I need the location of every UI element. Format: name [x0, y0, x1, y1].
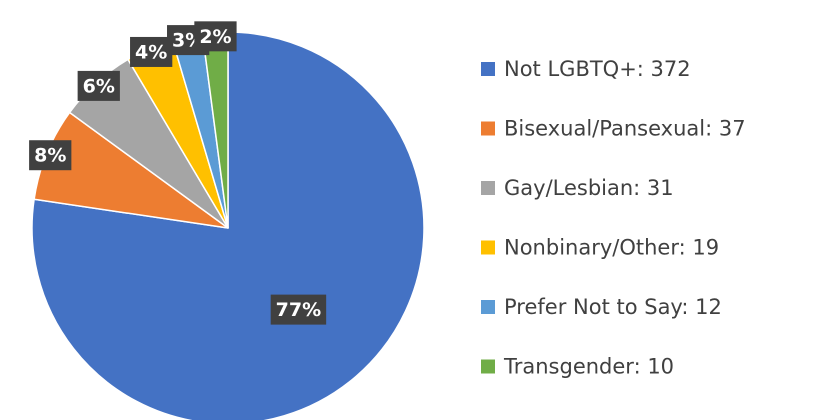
legend-swatch — [481, 240, 495, 255]
legend-label: Not LGBTQ+: 372 — [504, 57, 691, 81]
data-label-box — [130, 36, 173, 67]
legend-swatch — [481, 121, 495, 136]
legend-swatch — [481, 300, 495, 314]
data-label-text: 6% — [83, 75, 115, 97]
legend-swatch — [481, 181, 495, 195]
data-label-box — [194, 21, 237, 52]
legend-label: Prefer Not to Say: 12 — [504, 295, 722, 319]
data-label-text: 2% — [199, 26, 231, 48]
data-label-box — [270, 294, 327, 325]
data-label: 4% — [130, 36, 173, 67]
data-label: 6% — [77, 70, 120, 101]
data-label-box — [77, 70, 120, 101]
legend-label: Bisexual/Pansexual: 37 — [504, 117, 746, 141]
legend-label: Transgender: 10 — [503, 355, 674, 379]
legend-swatch — [481, 62, 495, 76]
data-label-box — [29, 140, 72, 171]
legend-label: Gay/Lesbian: 31 — [504, 176, 674, 200]
data-label: 2% — [194, 21, 237, 52]
data-label-text: 77% — [276, 299, 321, 321]
legend-label: Nonbinary/Other: 19 — [504, 236, 719, 260]
data-label: 77% — [270, 294, 327, 325]
legend-swatch — [481, 359, 495, 374]
data-label-text: 4% — [135, 41, 167, 63]
data-label: 8% — [29, 140, 72, 171]
data-label-text: 8% — [34, 145, 66, 167]
